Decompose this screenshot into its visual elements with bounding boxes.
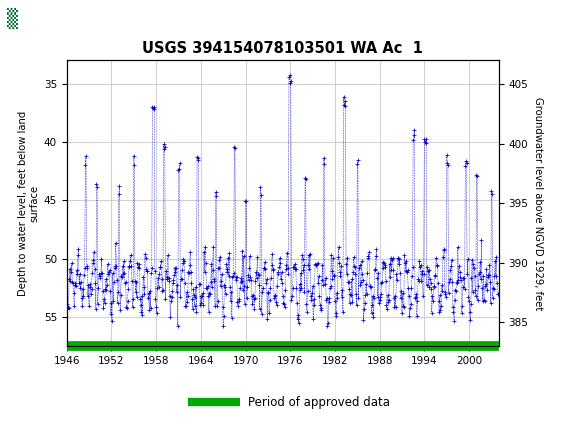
Text: ▒: ▒ [7,8,18,29]
Text: USGS: USGS [28,11,75,26]
Y-axis label: Groundwater level above NGVD 1929, feet: Groundwater level above NGVD 1929, feet [532,97,542,310]
Text: Period of approved data: Period of approved data [248,396,390,408]
Title: USGS 394154078103501 WA Ac  1: USGS 394154078103501 WA Ac 1 [142,41,423,56]
Y-axis label: Depth to water level, feet below land
surface: Depth to water level, feet below land su… [18,111,39,296]
FancyBboxPatch shape [5,3,60,36]
